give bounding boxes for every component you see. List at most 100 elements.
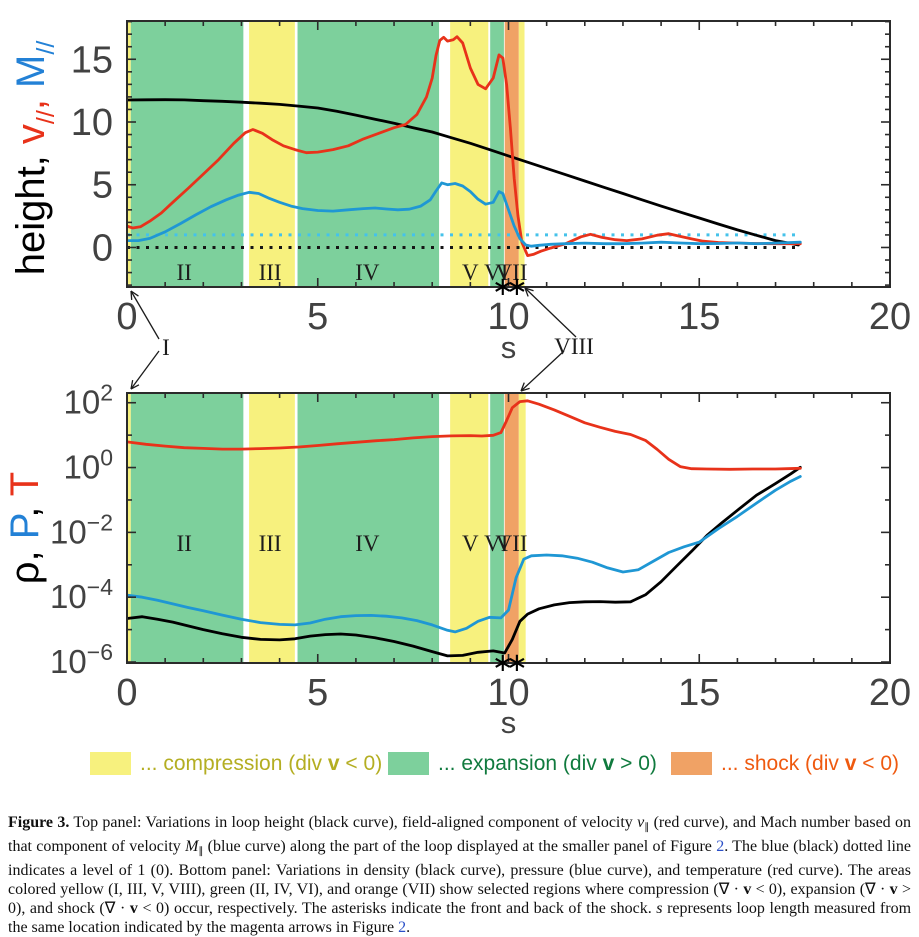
y-tick-label-bottom: 100	[63, 445, 113, 486]
annotation-arrowhead	[130, 290, 139, 297]
band-V-bottom	[450, 393, 489, 663]
region-label-VI-bottom: VI	[484, 531, 508, 556]
region-label-VII-top: VII	[496, 260, 528, 285]
x-tick-label-bottom: 10	[487, 672, 529, 714]
annotation-line	[130, 290, 160, 340]
band-III-top	[249, 21, 295, 287]
band-VII-bottom	[504, 393, 519, 663]
x-tick-label-bottom: 20	[869, 672, 911, 714]
annotation-arrowhead	[130, 380, 134, 390]
band-III-bottom	[249, 393, 295, 663]
caption-text: ∥	[644, 822, 650, 833]
band-VI-bottom	[490, 393, 504, 663]
legend: ... compression (div v < 0) ... expansio…	[0, 752, 919, 784]
legend-item-compression: ... compression (div v < 0)	[90, 752, 382, 775]
caption-text: Top panel: Variations in loop height (bl…	[69, 814, 638, 831]
legend-label-compression: ... compression (div v < 0)	[140, 752, 382, 775]
band-VIII-top	[518, 21, 525, 287]
legend-label-shock: ... shock (div v < 0)	[721, 752, 899, 775]
y-tick-label-top: 15	[71, 39, 113, 81]
x-tick-label-top: 15	[678, 296, 720, 338]
legend-text: ... shock (div	[721, 752, 845, 775]
x-tick-label-bottom: 5	[307, 672, 328, 714]
region-label-II-top: II	[177, 260, 192, 285]
region-label-VII-bottom: VII	[496, 531, 528, 556]
region-label-III-bottom: III	[259, 531, 282, 556]
series-pressure	[127, 475, 802, 634]
y-axis-title-bottom: ρ, P, T	[3, 472, 47, 584]
region-label-III-top: III	[259, 260, 282, 285]
caption-text: ∥	[198, 846, 204, 857]
caption-figure-link[interactable]: 2	[398, 919, 407, 936]
caption-text: v	[889, 881, 898, 898]
legend-swatch-compression	[90, 752, 131, 775]
annotation-line	[130, 350, 160, 390]
y-tick-label-bottom: 102	[63, 380, 113, 421]
legend-item-shock: ... shock (div v < 0)	[671, 752, 899, 775]
series-group-bottom	[127, 399, 802, 658]
legend-text: ... expansion (div	[438, 752, 603, 775]
y-tick-label-bottom: 10−6	[50, 639, 113, 680]
band-IV-top	[297, 21, 440, 287]
annotation-VIII: VIII	[520, 287, 594, 392]
x-tick-label-top: 0	[116, 296, 137, 338]
legend-text: > 0)	[614, 752, 657, 775]
caption-text: v	[743, 881, 752, 898]
series-height	[127, 98, 800, 247]
y-tick-label-top: 0	[92, 227, 113, 269]
asterisk-marker-bottom: ∗	[492, 647, 514, 677]
x-axis-title-top: s	[501, 330, 517, 365]
annotation-arrowhead	[130, 290, 133, 301]
caption-text: represents loop length measured from the…	[8, 900, 912, 936]
legend-label-expansion: ... expansion (div v > 0)	[438, 752, 657, 775]
legend-text-v: v	[844, 752, 857, 775]
band-I-top	[127, 21, 131, 287]
band-VIII-bottom	[518, 393, 526, 663]
series-v_parallel	[127, 35, 802, 257]
legend-swatch-shock	[671, 752, 712, 775]
region-label-IV-bottom: IV	[355, 531, 380, 556]
annotation-label-I: I	[162, 335, 170, 360]
caption-text: M	[185, 838, 199, 855]
x-tick-label-bottom: 15	[678, 672, 720, 714]
band-I-bottom	[127, 393, 131, 663]
series-density	[127, 465, 802, 658]
band-II-bottom	[130, 393, 244, 663]
asterisk-marker-top: ∗	[492, 271, 514, 301]
y-tick-label-top: 5	[92, 165, 113, 207]
x-axis-title-bottom: s	[501, 705, 517, 740]
region-label-V-bottom: V	[462, 531, 479, 556]
asterisk-marker-bottom: ∗	[506, 647, 528, 677]
caption-text: .	[406, 919, 411, 936]
caption-figure-link[interactable]: 2	[716, 838, 725, 855]
caption-text: > 0), and shock (∇ ·	[8, 881, 911, 917]
caption-text: . The blue (black) dotted line indicates…	[8, 838, 912, 898]
x-tick-label-top: 10	[487, 296, 529, 338]
annotation-arrowhead	[524, 287, 534, 292]
y-tick-label-bottom: 10−2	[50, 509, 113, 550]
legend-text-v: v	[602, 752, 615, 775]
y-tick-label-bottom: 10−4	[50, 574, 113, 615]
caption-text: < 0), expansion (∇ ·	[751, 881, 890, 898]
caption-text: (red curve), and Mach number based on th…	[8, 814, 912, 855]
legend-text: < 0)	[339, 752, 383, 775]
asterisk-marker-top: ∗	[506, 271, 528, 301]
caption-text: (blue curve) along the part of the loop …	[203, 838, 717, 855]
region-label-IV-top: IV	[355, 260, 380, 285]
region-label-V-top: V	[462, 260, 479, 285]
annotation-arrowhead	[130, 384, 140, 390]
series-temperature	[127, 399, 802, 471]
x-tick-label-top: 20	[869, 296, 911, 338]
series-M_parallel	[127, 181, 802, 248]
annotation-arrowhead	[524, 287, 529, 297]
caption-text: s	[656, 900, 663, 917]
caption-text: v	[637, 814, 645, 831]
region-label-II-bottom: II	[177, 531, 192, 556]
y-axis-title-top: height, v//​, M//​	[9, 41, 60, 276]
caption-text: < 0) occur, respectively. The asterisks …	[137, 900, 657, 917]
caption-text: v	[129, 900, 138, 917]
